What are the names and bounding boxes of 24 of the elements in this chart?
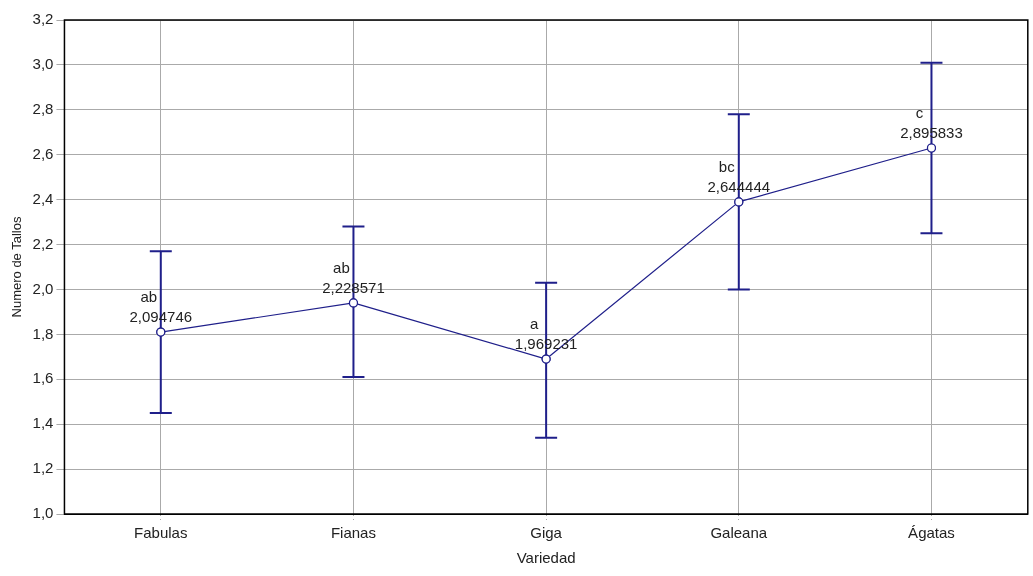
y-tick-label: 1,8 — [32, 324, 54, 342]
y-tick-label: 1,6 — [32, 369, 54, 387]
y-axis-title: Numero de Tallos — [9, 216, 25, 318]
x-tick-label: Fianas — [330, 524, 376, 542]
y-tick-label: 1,4 — [32, 414, 54, 432]
y-tick-label: 3,0 — [32, 55, 54, 73]
y-tick-label: 2,0 — [32, 279, 54, 297]
x-tick-label: Fabulas — [134, 524, 188, 542]
x-tick-label: Galeana — [710, 524, 768, 542]
y-tick-label: 2,8 — [32, 99, 54, 117]
point — [156, 327, 166, 337]
y-tick-label: 2,4 — [32, 189, 54, 207]
point — [348, 298, 359, 308]
point — [926, 143, 937, 153]
y-tick-label: 2,2 — [32, 234, 54, 252]
y-tick-label: 3,2 — [32, 10, 54, 28]
x-axis-title: Variedad — [516, 549, 576, 567]
y-tick-label: 2,6 — [32, 144, 54, 162]
x-tick-label: Giga — [530, 524, 563, 542]
y-tick-label: 1,2 — [32, 459, 54, 477]
point — [541, 354, 551, 364]
x-tick-label: Ágatas — [908, 524, 955, 542]
point — [734, 197, 744, 207]
y-tick-label: 1,0 — [32, 504, 54, 522]
